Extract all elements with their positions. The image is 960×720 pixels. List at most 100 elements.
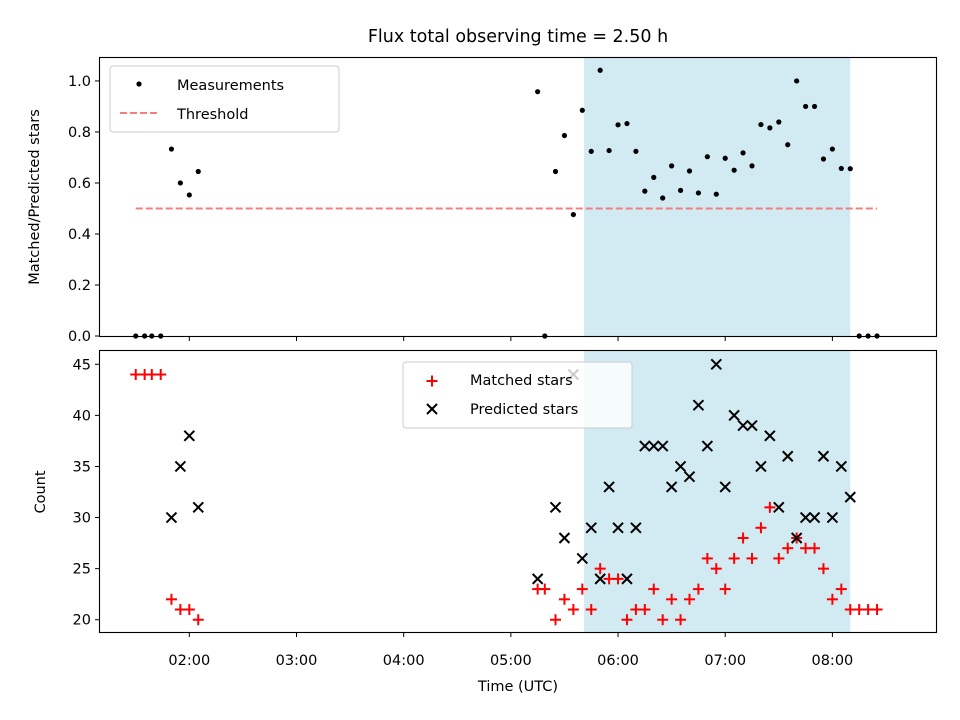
measurement-point — [722, 155, 728, 161]
observing-span-top — [584, 58, 851, 336]
measurement-point — [802, 103, 809, 110]
bottom-x-axis: 02:00 03:00 04:00 05:00 06:00 07:00 08:00 — [168, 632, 853, 669]
measurement-point — [660, 195, 666, 201]
y-tick-label: 45 — [73, 357, 91, 373]
matched-star-point — [612, 573, 624, 585]
y-tick-label: 0.6 — [68, 176, 91, 192]
predicted-star-point — [799, 511, 812, 524]
bottom-legend: Matched stars Predicted stars — [402, 361, 633, 429]
measurement-point — [713, 191, 719, 197]
predicted-stars-legend-marker — [426, 403, 438, 415]
predicted-star-point — [558, 532, 571, 544]
predicted-star-point — [826, 511, 839, 524]
matched-star-point — [621, 614, 633, 626]
measurement-point — [588, 148, 594, 154]
matched-stars-legend-label: Matched stars — [470, 373, 573, 389]
y-tick-label: 0.2 — [68, 278, 91, 294]
measurement-point — [615, 122, 621, 128]
measurement-point — [552, 168, 559, 175]
y-tick-label: 0.0 — [68, 329, 91, 345]
measurement-point — [177, 180, 183, 186]
matched-star-point — [871, 604, 883, 616]
top-x-ticks — [188, 336, 833, 341]
measurement-point — [776, 119, 782, 125]
matched-star-point — [648, 583, 660, 595]
measurement-point — [677, 187, 684, 193]
predicted-star-point — [639, 440, 651, 452]
matched-star-point — [550, 614, 562, 626]
measurement-point — [794, 78, 800, 84]
matched-star-point — [594, 563, 606, 575]
y-tick-label: 0.8 — [68, 125, 91, 141]
measurement-point — [651, 174, 657, 180]
matched-star-point — [728, 552, 740, 564]
matched-star-point — [737, 532, 749, 544]
threshold-legend-label: Threshold — [176, 107, 248, 123]
matched-star-point — [539, 583, 551, 595]
y-tick-label: 25 — [73, 562, 91, 578]
predicted-star-point — [790, 532, 803, 544]
predicted-star-point — [656, 440, 669, 452]
measurement-point — [195, 168, 201, 175]
matched-star-point — [639, 604, 651, 616]
y-tick-label: 20 — [73, 613, 91, 629]
predicted-star-point — [174, 460, 187, 473]
measurement-point — [186, 192, 192, 198]
predicted-star-point — [594, 573, 606, 585]
measurement-point — [669, 163, 675, 169]
predicted-stars-points — [165, 358, 856, 585]
x-tick-label: 07:00 — [704, 653, 746, 669]
measurement-point — [785, 142, 791, 148]
top-y-axis: 0.0 0.2 0.4 0.6 0.8 1.0 — [68, 74, 100, 345]
x-tick-label: 06:00 — [597, 653, 639, 669]
chart-title: Flux total observing time = 2.50 h — [368, 27, 668, 47]
y-tick-label: 0.4 — [68, 227, 91, 243]
predicted-star-point — [665, 481, 678, 493]
measurement-point — [686, 168, 693, 174]
matched-star-point — [576, 583, 588, 595]
measurement-point — [570, 211, 576, 218]
predicted-star-point — [603, 481, 615, 493]
top-panel: 0.0 0.2 0.4 0.6 0.8 1.0 Matched/Predicted sta… — [27, 56, 938, 345]
measurement-point — [740, 150, 746, 156]
predicted-star-point — [746, 419, 758, 432]
matched-star-point — [666, 593, 678, 605]
predicted-star-point — [737, 419, 749, 432]
measurement-point — [695, 190, 702, 196]
predicted-star-point — [165, 511, 178, 524]
matched-stars-legend-marker — [426, 375, 438, 387]
x-tick-label: 03:00 — [276, 653, 318, 669]
matched-star-point — [657, 614, 669, 626]
predicted-star-point — [531, 573, 544, 585]
matched-star-point — [692, 583, 704, 595]
predicted-star-point — [549, 501, 562, 514]
x-tick-label: 08:00 — [811, 653, 853, 669]
top-y-axis-label: Matched/Predicted stars — [27, 109, 43, 285]
measurement-point — [847, 166, 853, 172]
matched-star-point — [567, 604, 579, 616]
predicted-star-point — [683, 470, 696, 483]
measurement-point — [579, 107, 585, 113]
matched-star-point — [746, 552, 758, 564]
bottom-y-axis: 20 25 30 35 40 45 — [73, 357, 100, 629]
measurements-legend-label: Measurements — [177, 78, 284, 94]
predicted-star-point — [719, 481, 731, 493]
predicted-star-point — [701, 440, 714, 452]
measurement-point — [642, 188, 648, 194]
predicted-star-point — [817, 450, 830, 462]
predicted-star-point — [674, 460, 687, 473]
predicted-star-point — [710, 358, 722, 370]
measurement-point — [168, 146, 175, 152]
predicted-star-point — [782, 450, 794, 462]
predicted-star-point — [808, 511, 821, 524]
measurement-point — [704, 154, 710, 160]
measurements-legend-marker — [136, 81, 142, 87]
observing-span — [584, 58, 851, 336]
measurement-point — [811, 103, 818, 110]
measurement-point — [633, 148, 639, 154]
matched-star-point — [165, 593, 177, 605]
bottom-y-axis-label: Count — [33, 470, 49, 513]
measurement-point — [767, 125, 773, 131]
matched-star-point — [710, 563, 722, 575]
matched-star-point — [817, 563, 829, 575]
